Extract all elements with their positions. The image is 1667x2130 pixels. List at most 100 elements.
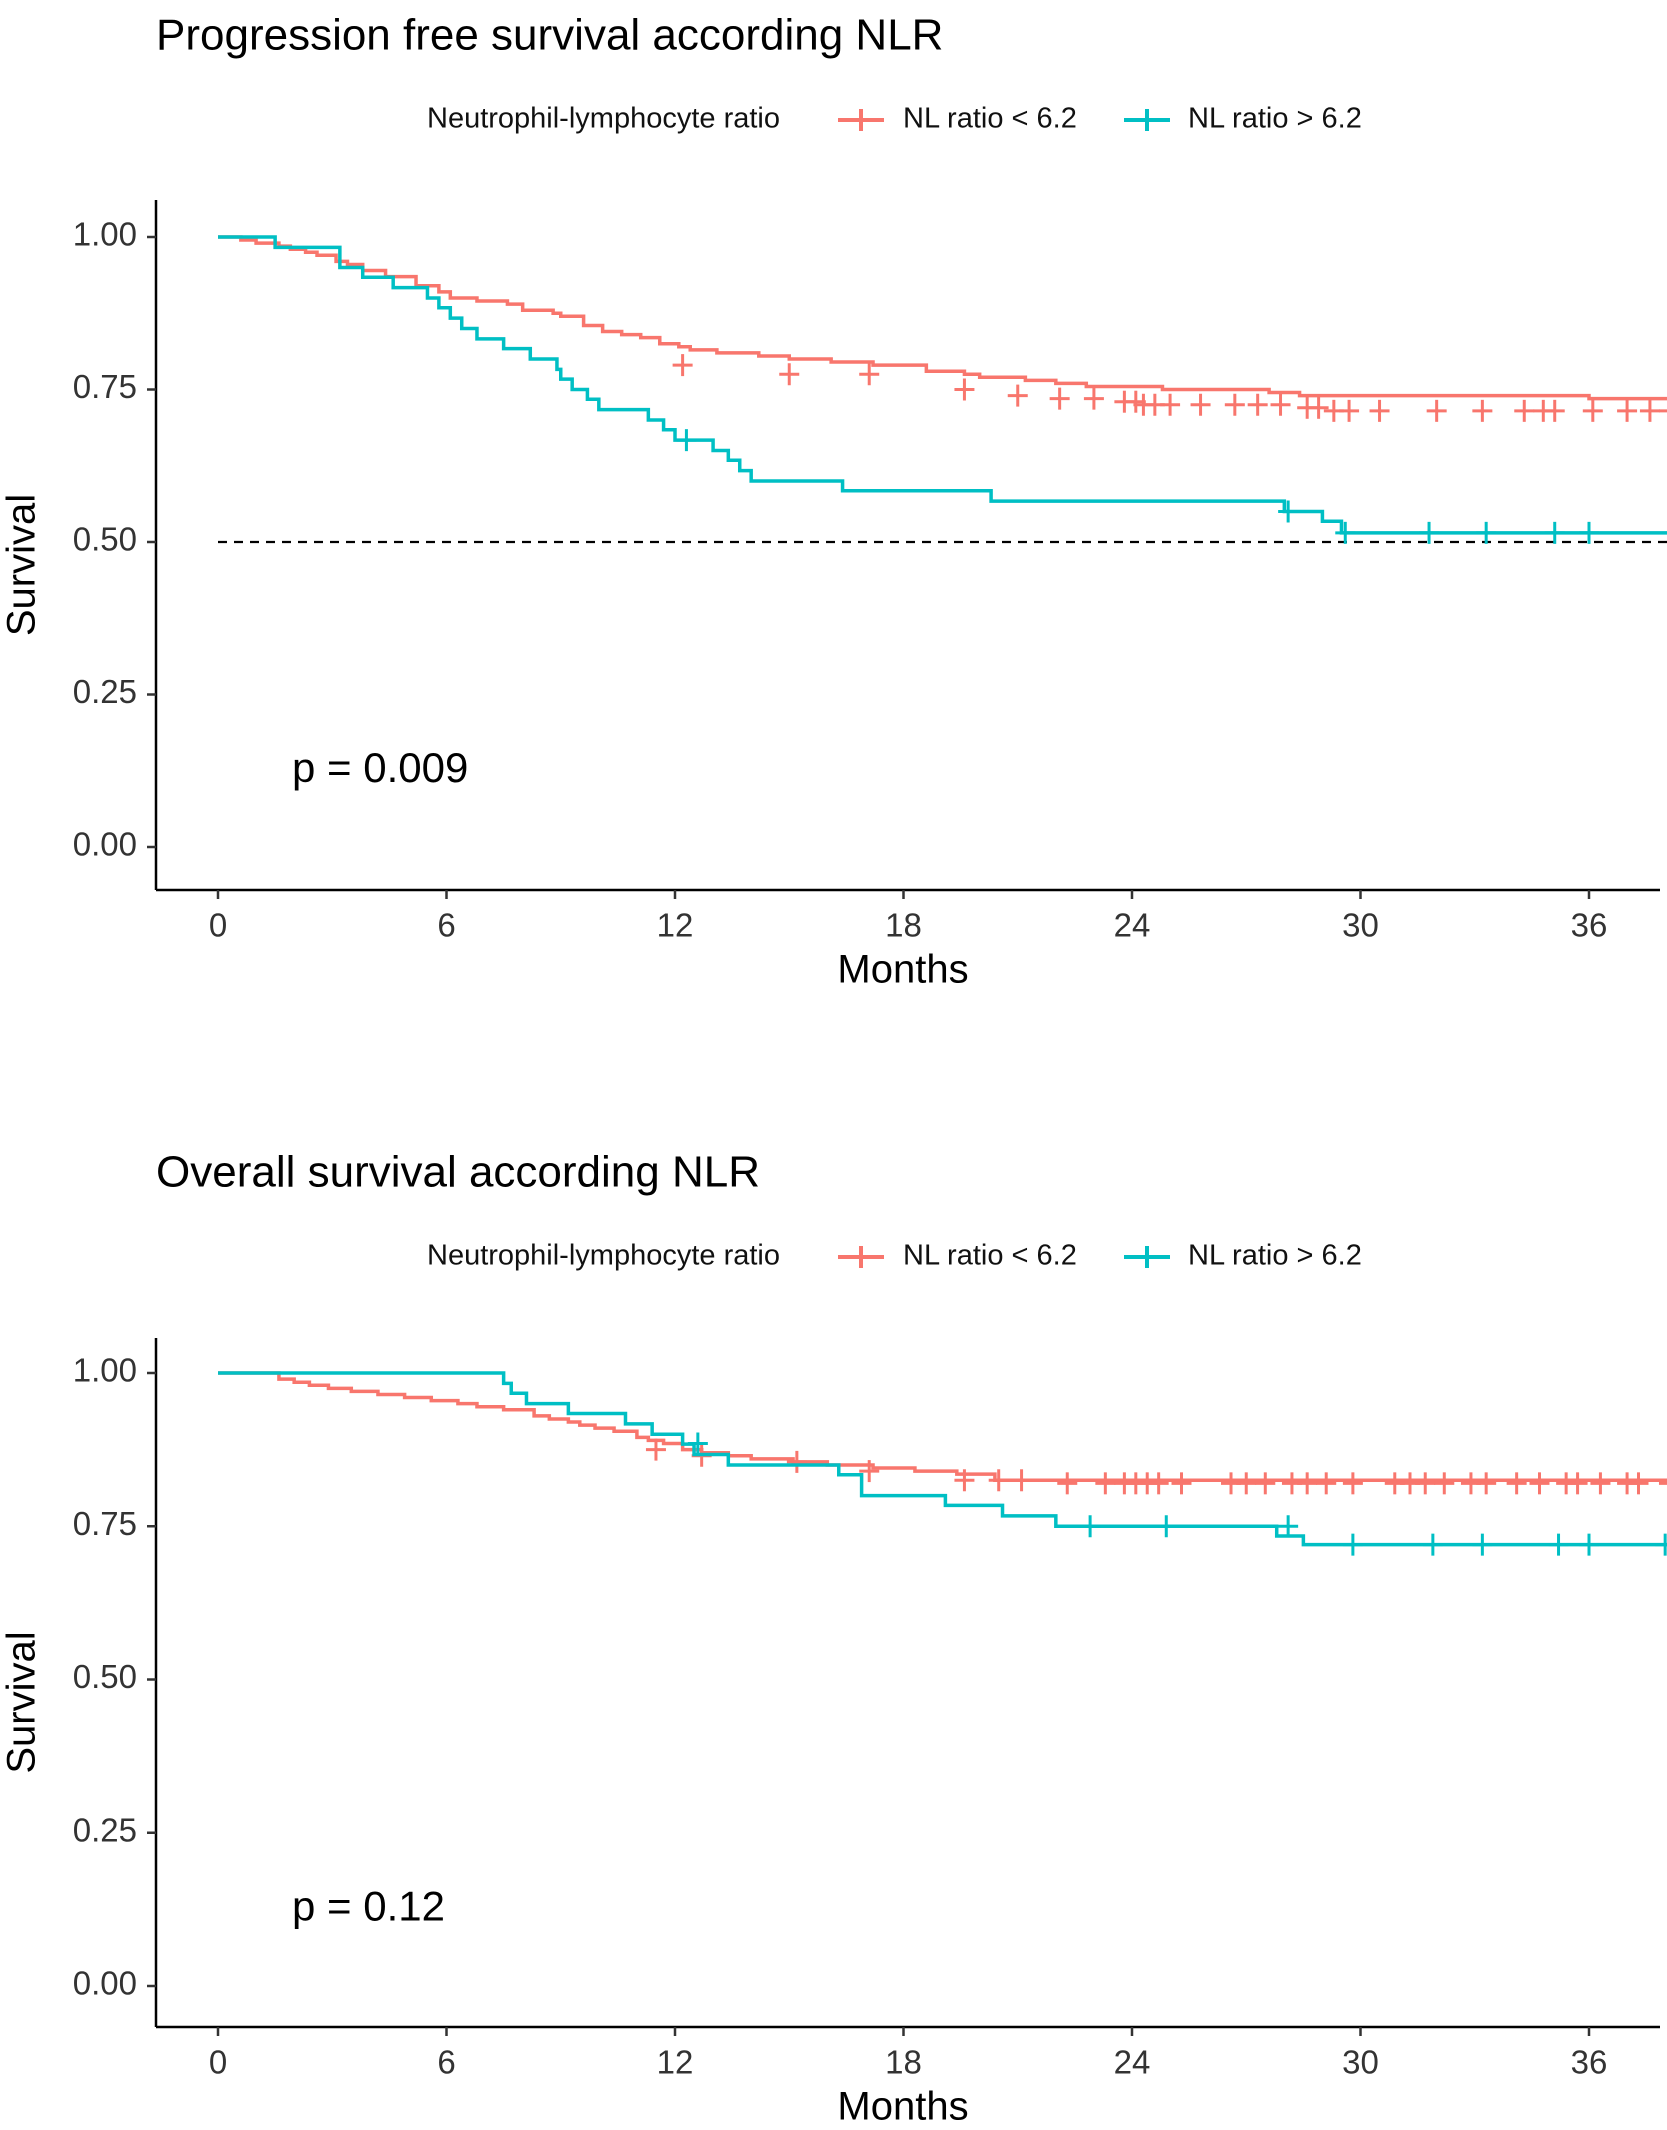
censor-mark: [1529, 1472, 1550, 1495]
censor-mark: [1160, 393, 1181, 416]
censor-mark: [1426, 399, 1447, 422]
censor-mark: [1476, 521, 1497, 544]
y-tick-label: 1.00: [73, 1352, 137, 1389]
censor-mark: [1658, 409, 1667, 413]
y-tick-label: 0.50: [73, 521, 137, 558]
censor-mark: [1506, 1472, 1527, 1495]
x-tick-label: 6: [437, 907, 455, 944]
censor-mark: [859, 363, 880, 386]
censor-mark: [1095, 1472, 1116, 1495]
censor-mark: [1567, 1472, 1588, 1495]
censor-mark: [1156, 1515, 1177, 1538]
x-tick-label: 6: [437, 2044, 455, 2081]
x-tick-label: 12: [657, 2044, 694, 2081]
legend-key-1: [838, 1246, 884, 1268]
legend: Neutrophil-lymphocyte ratio NL ratio < 6.…: [427, 103, 1362, 135]
x-tick-label: 0: [209, 2044, 227, 2081]
y-tick-label: 0.25: [73, 673, 137, 710]
legend-label-2: NL ratio > 6.2: [1188, 103, 1362, 135]
p-value: p = 0.009: [292, 744, 468, 791]
censor-mark: [645, 1438, 666, 1461]
censor-mark: [988, 1469, 1009, 1492]
censor-mark: [1148, 1472, 1169, 1495]
legend-label-1: NL ratio < 6.2: [903, 1240, 1077, 1272]
censor-mark: [1011, 1469, 1032, 1492]
chart-title: Progression free survival according NLR: [156, 11, 943, 60]
x-axis-title: Months: [837, 948, 968, 992]
legend: Neutrophil-lymphocyte ratio NL ratio < 6.…: [427, 1240, 1362, 1272]
censor-mark: [1247, 393, 1268, 416]
legend-title: Neutrophil-lymphocyte ratio: [427, 103, 780, 135]
y-tick-label: 0.25: [73, 1811, 137, 1848]
censor-mark: [1655, 1533, 1667, 1556]
survival-curve-1: [218, 1371, 1667, 1483]
censor-mark: [1415, 1472, 1436, 1495]
censor-mark: [1049, 387, 1070, 410]
censor-mark: [1083, 387, 1104, 410]
censor-mark: [779, 363, 800, 386]
censor-mark: [1434, 1472, 1455, 1495]
censor-mark: [1472, 399, 1493, 422]
censor-mark: [687, 1432, 708, 1455]
censor-mark: [1590, 1472, 1611, 1495]
chart-title: Overall survival according NLR: [156, 1148, 760, 1197]
censor-mark: [786, 1450, 807, 1473]
censor-mark: [1335, 521, 1356, 544]
censor-mark: [676, 429, 697, 452]
chart-panel-1: Progression free survival according NLR N…: [0, 11, 1667, 992]
y-tick-label: 0.75: [73, 1505, 137, 1542]
y-axis-title: Survival: [0, 1631, 44, 1773]
x-tick-label: 36: [1571, 2044, 1608, 2081]
censor-mark: [1342, 1533, 1363, 1556]
legend-key-2: [1124, 1246, 1170, 1268]
censor-mark: [1255, 1472, 1276, 1495]
x-axis-title: Months: [837, 2085, 968, 2125]
censor-mark: [1617, 399, 1638, 422]
censor-mark: [1514, 399, 1535, 422]
censor-mark: [1270, 393, 1291, 416]
censor-mark: [1342, 1472, 1363, 1495]
x-tick-label: 30: [1342, 907, 1379, 944]
censor-mark: [1369, 399, 1390, 422]
censor-mark: [1316, 1472, 1337, 1495]
censor-mark: [1236, 1472, 1257, 1495]
legend-label-1: NL ratio < 6.2: [903, 103, 1077, 135]
legend-key-2: [1124, 109, 1170, 131]
y-tick-label: 0.00: [73, 1965, 137, 2002]
censor-mark: [1658, 1481, 1667, 1485]
survival-curve-2: [218, 1371, 1667, 1547]
censor-mark: [1278, 500, 1299, 523]
x-tick-label: 24: [1114, 907, 1151, 944]
x-tick-label: 18: [885, 907, 922, 944]
legend-title: Neutrophil-lymphocyte ratio: [427, 1240, 780, 1272]
survival-curve-2: [218, 235, 1667, 535]
y-tick-label: 0.75: [73, 368, 137, 405]
censor-mark: [954, 378, 975, 401]
censor-mark: [1628, 1472, 1649, 1495]
censor-mark: [1472, 1533, 1493, 1556]
censor-mark: [1171, 1472, 1192, 1495]
x-tick-label: 36: [1571, 907, 1608, 944]
censor-mark: [1476, 1472, 1497, 1495]
censor-mark: [1544, 399, 1565, 422]
censor-mark: [1548, 1533, 1569, 1556]
censor-mark: [1579, 1533, 1599, 1556]
y-tick-label: 0.00: [73, 826, 137, 863]
legend-key-1: [838, 109, 884, 131]
p-value: p = 0.12: [292, 1882, 445, 1929]
x-tick-label: 0: [209, 907, 227, 944]
x-tick-label: 18: [885, 2044, 922, 2081]
censor-mark: [1080, 1515, 1101, 1538]
x-tick-label: 30: [1342, 2044, 1379, 2081]
censor-mark: [859, 1460, 880, 1483]
censor-mark: [1190, 393, 1211, 416]
censor-mark: [1339, 399, 1360, 422]
censor-mark: [1308, 396, 1329, 419]
censor-mark: [1639, 399, 1660, 422]
y-tick-label: 0.50: [73, 1658, 137, 1695]
censor-mark: [1582, 399, 1603, 422]
censor-mark: [1057, 1472, 1078, 1495]
censor-mark: [1297, 1472, 1318, 1495]
